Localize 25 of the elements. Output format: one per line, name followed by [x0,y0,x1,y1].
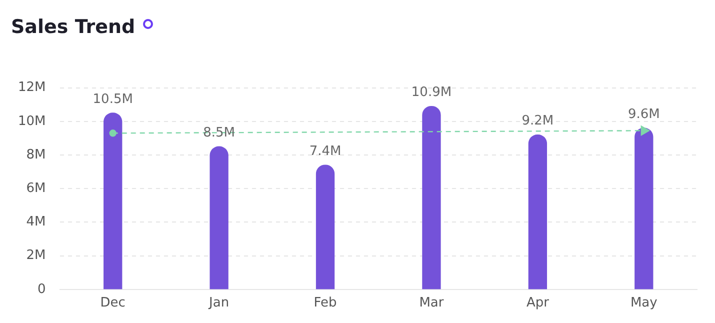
y-tick-label: 12M [18,80,46,96]
y-tick-label: 8M [26,147,46,162]
x-tick-label: May [630,296,658,311]
bar [104,112,122,290]
bar [316,164,335,290]
x-tick-label: Feb [314,296,337,311]
data-label: 9.2M [522,114,554,129]
bar [210,146,228,290]
x-tick-label: Mar [419,296,444,311]
data-label: 7.4M [309,144,342,159]
y-tick-label: 2M [26,248,46,264]
data-label: 10.5M [92,92,133,107]
y-tick-label: 10M [18,114,46,129]
y-tick-label: 0 [37,282,46,297]
data-label: 9.6M [628,106,660,122]
x-tick-label: Jan [208,296,230,311]
x-tick-label: Dec [100,296,126,311]
x-tick-label: Apr [526,296,550,311]
chart-title: Sales Trend [11,16,136,38]
bar [634,128,654,290]
data-label: 10.9M [411,85,452,100]
y-tick-label: 4M [26,214,46,230]
bar [422,106,441,290]
y-tick-label: 6M [26,180,46,196]
bar [528,134,548,290]
